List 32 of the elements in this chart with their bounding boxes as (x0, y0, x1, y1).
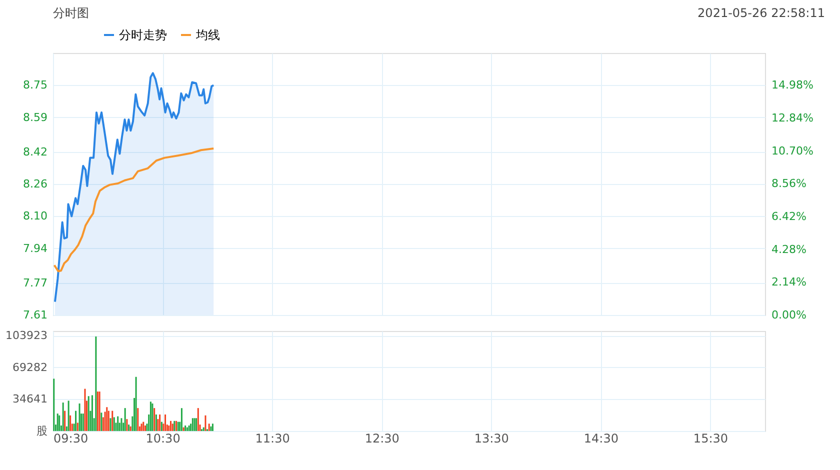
y-tick-label: 7.61 (23, 308, 48, 322)
x-tick-label: 11:30 (255, 432, 290, 446)
legend-label: 均线 (195, 28, 220, 42)
text: 2021-05-26 22:58:11 (698, 6, 825, 20)
legend-label: 分时走势 (119, 28, 167, 42)
y-tick-label: 8.59 (23, 110, 48, 124)
y2-tick-label: 2.14% (772, 276, 806, 289)
y2-tick-label: 10.70% (772, 144, 814, 158)
y-tick-label: 34641 (12, 392, 48, 406)
y-tick-label: 8.10 (23, 210, 48, 223)
y2-tick-label: 6.42% (772, 210, 806, 224)
y-tick-label: 69282 (12, 360, 48, 374)
x-tick-label: 09:30 (54, 432, 88, 446)
y-tick-label: 7.77 (23, 276, 48, 290)
line-series (53, 148, 215, 272)
x-tick-label: 15:30 (693, 432, 728, 446)
y2-tick-label: 4.28% (772, 242, 806, 256)
x-tick-label: 13:30 (474, 432, 509, 446)
y-tick-label: 103923 (6, 329, 48, 342)
x-tick-label: 14:30 (584, 432, 618, 446)
x-tick-label: 10:30 (146, 432, 180, 446)
y-tick-label: 8.26 (23, 178, 48, 190)
y2-tick-label: 12.84% (772, 112, 814, 125)
y-tick-label: 8.75 (23, 78, 48, 92)
y-tick-label: 8.42 (23, 145, 48, 158)
y-tick-label: 股 (36, 424, 48, 438)
y2-tick-label: 14.98% (772, 78, 814, 92)
y-tick-label: 7.94 (23, 242, 48, 255)
y2-tick-label: 0.00% (772, 308, 806, 322)
x-tick-label: 12:30 (364, 432, 400, 446)
chart-title: 分时图 (53, 6, 89, 20)
y2-tick-label: 8.56% (772, 177, 806, 190)
